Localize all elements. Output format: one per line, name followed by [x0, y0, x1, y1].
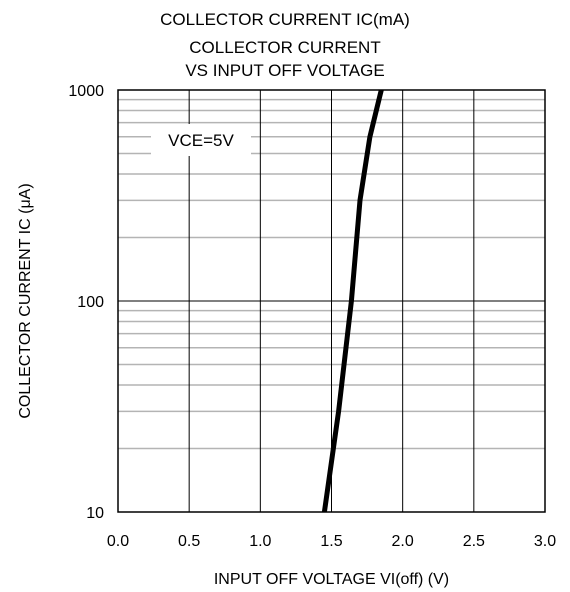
- x-tick-label: 3.0: [534, 533, 556, 550]
- plot-frame: [117, 89, 546, 513]
- chart-title-line-2: VS INPUT OFF VOLTAGE: [185, 61, 385, 80]
- x-tick-label: 2.0: [392, 533, 414, 550]
- x-tick-label: 1.5: [320, 533, 342, 550]
- chart-title-line-1: COLLECTOR CURRENT: [189, 38, 381, 57]
- annotation-vce: VCE=5V: [168, 131, 234, 150]
- series-line: [321, 89, 384, 513]
- x-tick-label: 1.0: [249, 533, 271, 550]
- x-tick-label: 2.5: [463, 533, 485, 550]
- x-tick-label: 0.5: [178, 533, 200, 550]
- annotation-box: [151, 124, 251, 156]
- chart-header: COLLECTOR CURRENT IC(mA): [160, 10, 410, 29]
- y-tick-label: 1000: [68, 83, 104, 100]
- x-axis-label: INPUT OFF VOLTAGE VI(off) (V): [214, 571, 449, 588]
- y-axis-label: COLLECTOR CURRENT IC (μA): [17, 183, 34, 418]
- y-tick-label: 10: [86, 505, 104, 522]
- x-tick-label: 0.0: [107, 533, 129, 550]
- y-tick-label: 100: [77, 294, 104, 311]
